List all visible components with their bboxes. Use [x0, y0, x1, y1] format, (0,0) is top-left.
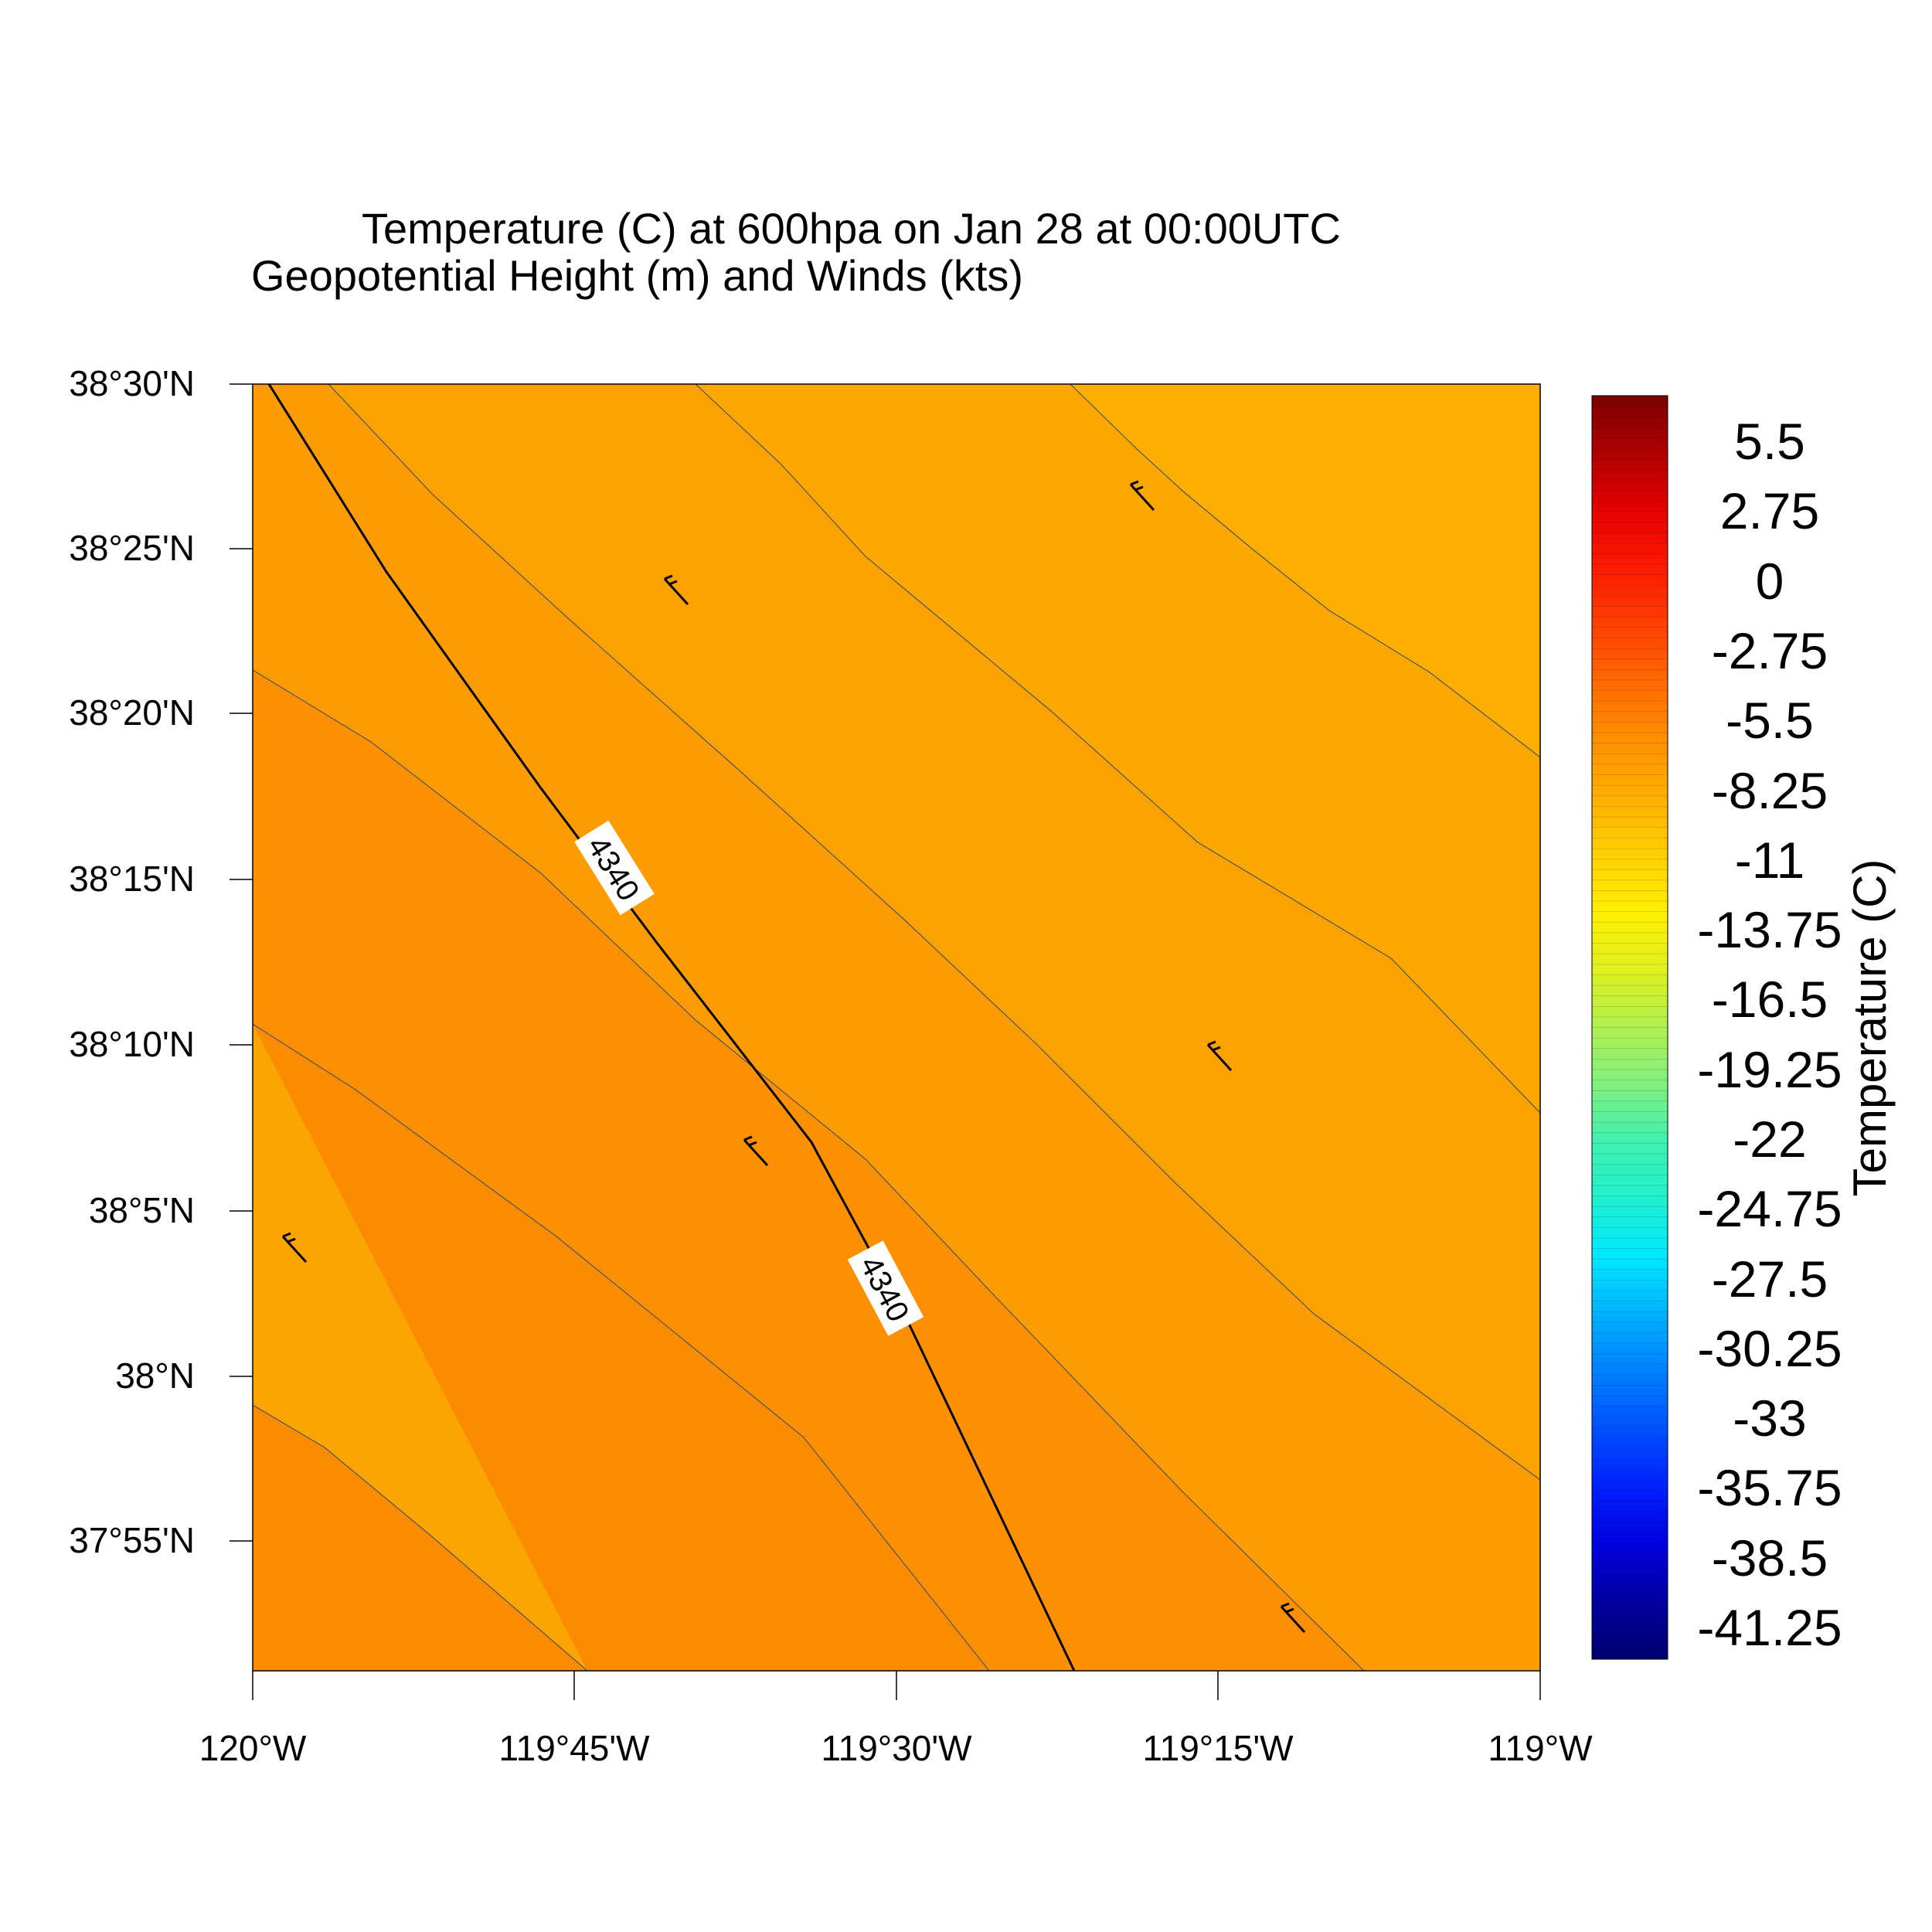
y-tick-label: 38°30'N	[69, 363, 195, 403]
colorbar-label: -13.75	[1697, 901, 1842, 958]
colorbar-bands	[1592, 406, 1668, 1649]
temperature-band-6	[696, 384, 1540, 1113]
temperature-band-2	[253, 1024, 989, 1671]
y-axis-labels: 38°30'N 38°25'N 38°20'N 38°15'N 38°10'N …	[69, 363, 195, 1560]
y-tick-label: 38°5'N	[89, 1190, 195, 1230]
x-tick-label: 119°15'W	[1142, 1728, 1294, 1768]
colorbar-label: 0	[1756, 553, 1784, 610]
colorbar-label: -41.25	[1697, 1599, 1842, 1656]
wind-barb	[1280, 1602, 1306, 1634]
wind-barb	[1129, 480, 1155, 512]
temperature-contour	[253, 1023, 990, 1671]
colorbar-label: -19.25	[1697, 1041, 1842, 1098]
x-tick-label: 119°45'W	[498, 1728, 650, 1768]
y-tick-label: 38°10'N	[69, 1024, 195, 1064]
wind-barb	[1206, 1040, 1233, 1072]
colorbar-label: -5.5	[1726, 692, 1814, 749]
wind-barb	[743, 1135, 769, 1167]
temperature-contour	[328, 384, 1540, 1481]
y-tick-label: 38°25'N	[69, 528, 195, 568]
temperature-band-5	[328, 384, 1540, 1480]
temperature-contour-lines	[253, 384, 1540, 1671]
colorbar-label: -22	[1733, 1111, 1806, 1168]
colorbar-title: Temperature (C)	[1844, 859, 1896, 1197]
x-tick-label: 119°30'W	[821, 1728, 972, 1768]
temperature-contour	[1070, 384, 1540, 758]
colorbar	[1591, 395, 1668, 1660]
temperature-contour	[253, 1404, 588, 1671]
colorbar-label: -24.75	[1697, 1180, 1842, 1237]
x-tick-label: 120°W	[199, 1728, 307, 1768]
y-tick-label: 37°55'N	[69, 1520, 195, 1560]
y-tick-label: 38°15'N	[69, 859, 195, 899]
colorbar-label: -2.75	[1712, 622, 1828, 679]
temperature-contour	[695, 384, 1540, 1114]
x-axis-labels: 120°W 119°45'W 119°30'W 119°15'W 119°W	[199, 1728, 1593, 1768]
colorbar-label: -8.25	[1712, 762, 1828, 819]
y-tick-label: 38°20'N	[69, 692, 195, 733]
temperature-band-4	[253, 384, 1540, 1671]
colorbar-label: -33	[1733, 1389, 1806, 1447]
temperature-band-3	[253, 670, 1364, 1671]
temperature-fill	[253, 384, 1540, 1671]
temperature-band-7	[1070, 384, 1540, 757]
y-tick-label: 38°N	[115, 1355, 195, 1396]
chart-title-line1: Temperature (C) at 600hpa on Jan 28 at 0…	[362, 204, 1341, 253]
wind-barb	[281, 1232, 308, 1264]
y-axis-ticks	[230, 383, 253, 1542]
wind-barbs	[281, 480, 1306, 1634]
colorbar-label: -27.5	[1712, 1250, 1828, 1308]
wind-barb	[663, 574, 689, 606]
colorbar-label: 5.5	[1734, 413, 1805, 470]
temperature-contour	[253, 669, 1365, 1671]
colorbar-label: -30.25	[1697, 1320, 1842, 1377]
x-tick-label: 119°W	[1488, 1728, 1593, 1768]
colorbar-label: 2.75	[1720, 482, 1819, 539]
colorbar-label: -16.5	[1712, 971, 1828, 1028]
x-axis-ticks	[252, 1671, 1541, 1700]
colorbar-label: -35.75	[1697, 1459, 1842, 1516]
colorbar-label: -38.5	[1712, 1529, 1828, 1587]
colorbar-label: -11	[1735, 832, 1805, 889]
chart-title-line2: Geopotential Height (m) and Winds (kts)	[251, 251, 1023, 300]
colorbar-labels: 5.5 2.75 0 -2.75 -5.5 -8.25 -11 -13.75 -…	[1697, 413, 1842, 1656]
